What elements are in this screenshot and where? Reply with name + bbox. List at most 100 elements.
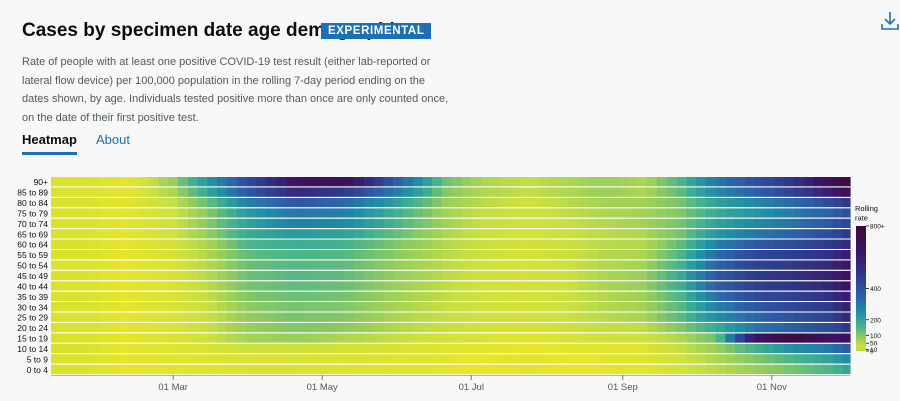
heatmap-cell <box>207 354 218 364</box>
heatmap-cell <box>705 281 717 291</box>
heatmap-cell <box>148 354 160 364</box>
heatmap-cell <box>686 364 697 375</box>
heatmap-cell <box>314 354 326 364</box>
heatmap-cell <box>344 249 355 260</box>
heatmap-cell <box>510 218 521 229</box>
heatmap-cell <box>314 229 326 239</box>
heatmap-cell <box>481 302 492 312</box>
heatmap-cell <box>207 333 218 343</box>
heatmap-cell <box>412 187 423 197</box>
heatmap-cell <box>236 281 248 291</box>
heatmap-cell <box>578 197 590 208</box>
heatmap-cell <box>353 229 365 239</box>
heatmap-cell <box>451 322 463 333</box>
heatmap-cell <box>803 364 814 375</box>
heatmap-cell <box>656 208 668 218</box>
heatmap-cell <box>285 281 296 291</box>
heatmap-cell <box>813 354 824 364</box>
heatmap-cell <box>500 322 511 333</box>
heatmap-cell <box>744 270 756 281</box>
tab-about[interactable]: About <box>96 132 130 147</box>
heatmap-cell <box>138 312 150 322</box>
heatmap-cell <box>334 249 345 260</box>
heatmap-cell <box>187 197 199 208</box>
heatmap-cell <box>686 312 697 322</box>
heatmap-cell <box>187 343 199 354</box>
heatmap-cell <box>696 218 707 229</box>
heatmap-cell <box>363 260 375 270</box>
heatmap-cell <box>353 291 365 302</box>
heatmap-cell <box>676 229 687 239</box>
heatmap-cell <box>99 343 111 354</box>
heatmap-cell <box>148 364 160 375</box>
heatmap-cell <box>99 312 111 322</box>
heatmap-cell <box>412 270 423 281</box>
heatmap-cell <box>256 208 267 218</box>
heatmap-cell <box>383 249 394 260</box>
heatmap-cell <box>344 197 355 208</box>
heatmap-cell <box>99 177 111 187</box>
x-tick-label: 01 May <box>307 382 338 393</box>
legend-title: Rolling rate <box>855 204 878 223</box>
heatmap-cell <box>598 218 609 229</box>
heatmap-cell <box>158 364 169 375</box>
heatmap-cell <box>686 197 697 208</box>
heatmap-cell <box>832 281 844 291</box>
heatmap-cell <box>598 229 609 239</box>
heatmap-cell <box>138 302 150 312</box>
heatmap-cell <box>119 343 130 354</box>
heatmap-cell <box>275 291 287 302</box>
heatmap-cell <box>314 281 326 291</box>
heatmap-cell <box>520 343 531 354</box>
heatmap-cell <box>99 281 111 291</box>
heatmap-cell <box>51 322 62 333</box>
heatmap-cell <box>539 291 551 302</box>
heatmap-cell <box>158 343 169 354</box>
heatmap-cell <box>422 260 433 270</box>
heatmap-cell <box>285 187 296 197</box>
heatmap-cell <box>109 208 121 218</box>
heatmap-cell <box>324 364 336 375</box>
heatmap-cell <box>266 322 277 333</box>
heatmap-cell <box>119 197 130 208</box>
heatmap-cell <box>363 177 375 187</box>
heatmap-cell <box>510 322 521 333</box>
heatmap-cell <box>363 333 375 343</box>
heatmap-cell <box>236 208 248 218</box>
heatmap-cell <box>764 333 775 343</box>
heatmap-cell <box>344 260 355 270</box>
heatmap-cell <box>275 281 287 291</box>
heatmap-cell <box>197 333 208 343</box>
heatmap-cell <box>764 281 775 291</box>
heatmap-cell <box>686 291 697 302</box>
heatmap-cell <box>549 291 560 302</box>
heatmap-cell <box>353 260 365 270</box>
heatmap-cell <box>774 177 785 187</box>
heatmap-cell <box>168 322 179 333</box>
heatmap-cell <box>676 208 687 218</box>
heatmap-cell <box>608 218 619 229</box>
heatmap-cell <box>305 229 316 239</box>
heatmap-cell <box>451 249 463 260</box>
heatmap-cell <box>256 291 267 302</box>
heatmap-cell <box>70 208 81 218</box>
heatmap-cell <box>256 281 267 291</box>
y-tick-label: 45 to 49 <box>17 271 48 281</box>
heatmap-cell <box>109 260 121 270</box>
heatmap-cell <box>803 197 814 208</box>
tab-heatmap[interactable]: Heatmap <box>22 132 77 155</box>
heatmap-cell <box>334 291 345 302</box>
heatmap-cell <box>471 260 482 270</box>
heatmap-cell <box>422 281 433 291</box>
heatmap-cell <box>207 260 218 270</box>
heatmap-cell <box>70 249 81 260</box>
heatmap-cell <box>637 177 648 187</box>
heatmap-cell <box>168 229 179 239</box>
heatmap-cell <box>334 270 345 281</box>
heatmap-cell <box>559 208 570 218</box>
heatmap-cell <box>158 249 169 260</box>
heatmap-cell <box>539 249 551 260</box>
download-icon[interactable] <box>880 10 900 32</box>
heatmap-cell <box>774 270 785 281</box>
heatmap-cell <box>226 260 238 270</box>
